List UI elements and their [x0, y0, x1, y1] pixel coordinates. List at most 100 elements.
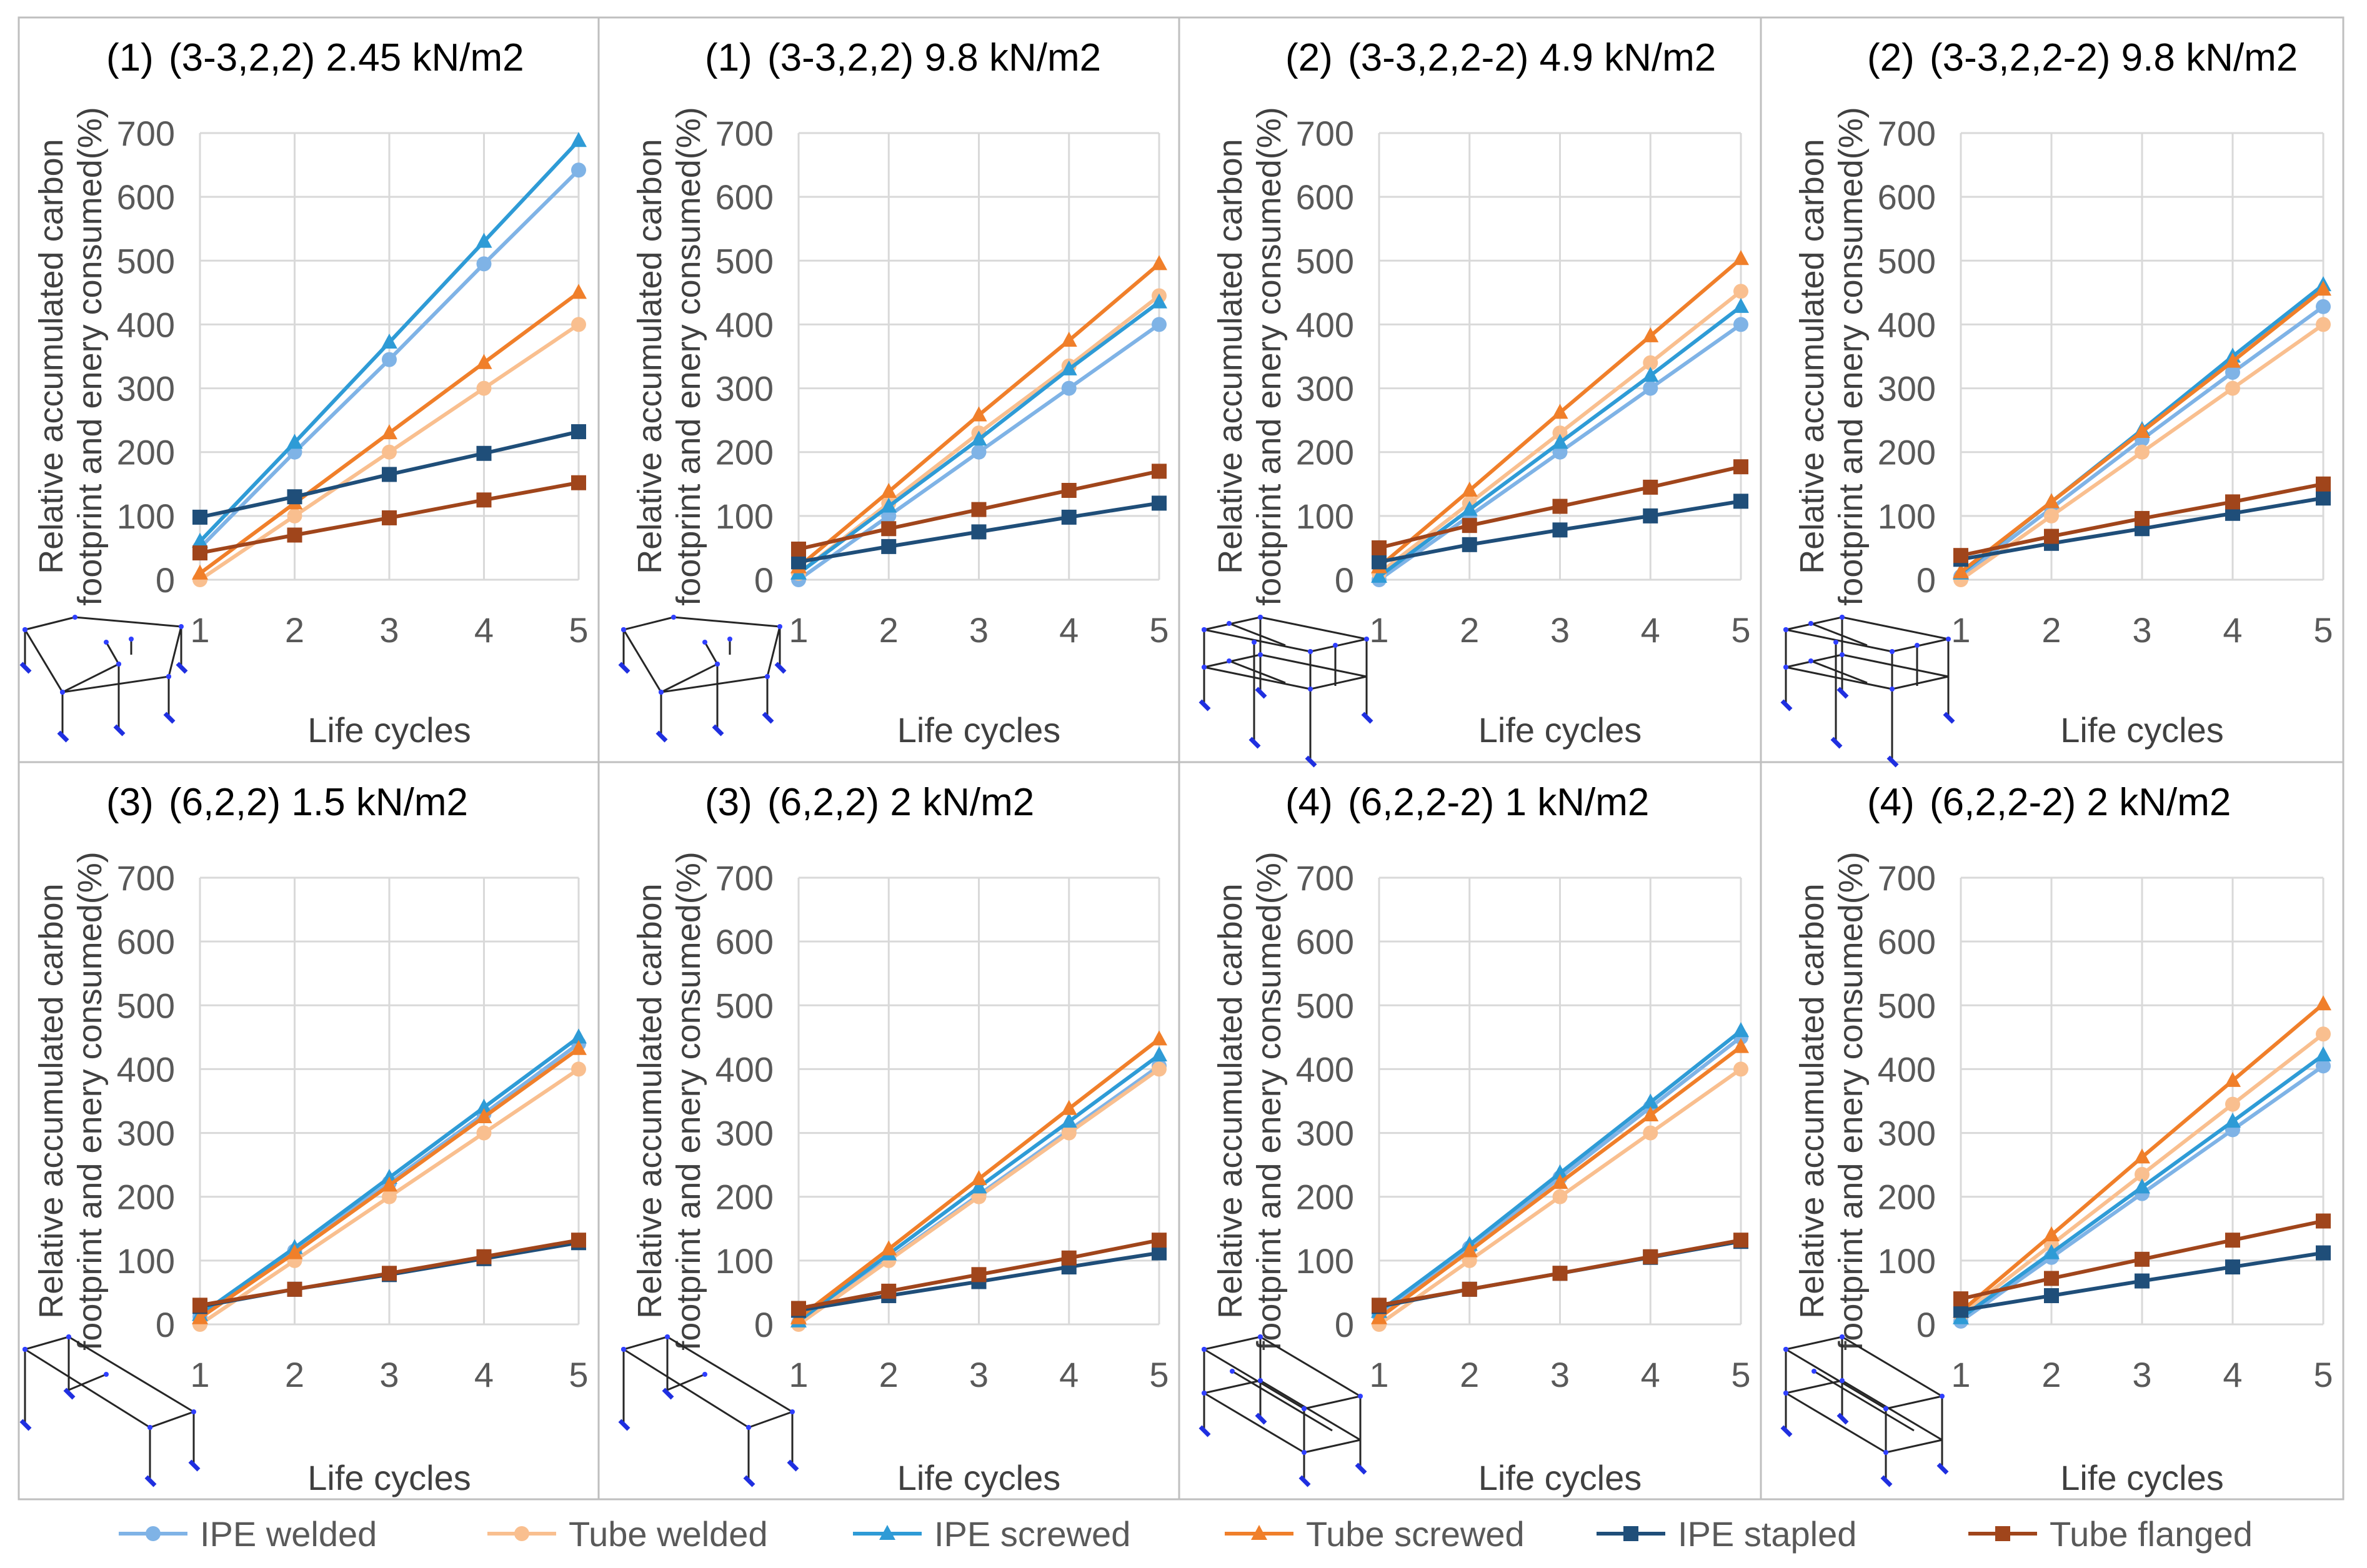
- legend-label-ipe-welded: IPE welded: [200, 1514, 377, 1554]
- point-ipe-screwed-5: [571, 132, 587, 147]
- structure-support-3: [1305, 755, 1317, 768]
- y-tick-label-0: 0: [156, 1305, 175, 1344]
- structure-member-5: [1785, 653, 1843, 668]
- structure-node-10: [702, 640, 707, 645]
- structure-support-5: [774, 662, 787, 674]
- structure-node-11: [1890, 649, 1895, 654]
- structure-support-1: [1198, 699, 1211, 712]
- x-tick-labels: 1 2 3 4 5: [789, 610, 1169, 650]
- structure-member-1: [1785, 1336, 1843, 1351]
- x-tick-label-1: 1: [1369, 610, 1388, 650]
- structure-member-3: [623, 1348, 749, 1429]
- structure-node-7: [621, 627, 626, 632]
- y-tick-label-200: 200: [1878, 433, 1936, 472]
- point-tube-screwed-4: [1642, 327, 1659, 342]
- point-tube-screwed-5: [1733, 1038, 1749, 1053]
- structure-node-6: [1840, 1378, 1845, 1383]
- chart-panel-3: (2) (3-3,2,2-2) 4.9 kN/m2 0 100 200 300 400 500…: [1198, 36, 1751, 768]
- point-tube-screwed-3: [2134, 423, 2150, 439]
- point-tube-flanged-2: [287, 527, 302, 543]
- x-tick-label-2: 2: [285, 610, 304, 650]
- series-tube-screwed: [1953, 280, 2331, 578]
- y-tick-label-200: 200: [1296, 1178, 1354, 1217]
- structure-member-2: [1841, 1336, 1943, 1397]
- point-tube-flanged-5: [1152, 464, 1167, 479]
- panel-title: (4) (6,2,2-2) 1 kN/m2: [1285, 781, 1649, 824]
- point-tube-flanged-3: [2135, 510, 2150, 526]
- y-tick-label-600: 600: [1878, 922, 1936, 961]
- structure-support-4: [1943, 712, 1955, 724]
- structure-node-12: [1946, 637, 1951, 642]
- y-tick-label-100: 100: [117, 1241, 175, 1281]
- structure-node-10: [1840, 1334, 1845, 1339]
- y-tick-label-500: 500: [1878, 241, 1936, 280]
- point-ipe-screwed-3: [970, 1178, 987, 1194]
- x-tick-label-3: 3: [379, 610, 399, 650]
- point-tube-flanged-2: [287, 1281, 302, 1297]
- structure-member-3: [1203, 628, 1311, 653]
- structure-member-10: [704, 642, 719, 665]
- series-tube-flanged: [192, 1233, 586, 1313]
- x-tick-label-5: 5: [1731, 1355, 1750, 1394]
- point-tube-screwed-1: [1371, 1309, 1387, 1324]
- point-tube-screwed-4: [2225, 352, 2241, 368]
- structure-node-7: [22, 627, 27, 632]
- chart-panel-5: (3) (6,2,2) 1.5 kN/m2 0 100 200 300 400 500 600 7…: [19, 781, 589, 1497]
- y-tick-label-700: 700: [1878, 858, 1936, 898]
- chart-panel-8: (4) (6,2,2-2) 2 kN/m2 0 100 200 300 400 500 600 7…: [1780, 781, 2333, 1497]
- structure-node-8: [147, 1425, 152, 1430]
- structure-member-5: [766, 626, 781, 677]
- structure-node-12: [1358, 1394, 1363, 1399]
- structure-member-2: [68, 1336, 194, 1413]
- point-ipe-welded-4: [2225, 365, 2240, 380]
- structure-support-4: [1936, 1462, 1949, 1475]
- structure-support-1: [1198, 1425, 1211, 1437]
- panel-id-label: (1): [106, 36, 154, 79]
- x-tick-labels: 1 2 3 4 5: [789, 1355, 1169, 1394]
- y-tick-label-500: 500: [1296, 241, 1354, 280]
- legend-swatch-marker-ipe-screwed: [879, 1525, 895, 1540]
- legend-swatch-marker-tube-flanged: [1995, 1526, 2010, 1541]
- panel-title: (1) (3-3,2,2) 2.45 kN/m2: [106, 36, 524, 79]
- structure-node-9: [1783, 1347, 1788, 1352]
- legend-item-ipe-stapled: IPE stapled: [1597, 1514, 1856, 1554]
- structure-member-4: [1885, 1395, 1943, 1410]
- structure-member-4: [149, 1411, 194, 1429]
- y-tick-label-600: 600: [1296, 922, 1354, 961]
- panel-id-label: (2): [1867, 36, 1915, 79]
- x-axis-title: Life cycles: [897, 1458, 1060, 1497]
- structure-node-7: [66, 1334, 71, 1339]
- point-ipe-screwed-4: [476, 232, 492, 248]
- point-ipe-screwed-4: [2225, 1113, 2241, 1128]
- point-tube-flanged-5: [1733, 459, 1748, 475]
- point-tube-flanged-2: [881, 521, 897, 537]
- series-tube-flanged: [791, 1233, 1167, 1316]
- legend-item-tube-screwed: Tube screwed: [1225, 1514, 1525, 1554]
- y-tick-label-500: 500: [715, 241, 774, 280]
- structure-icon: [19, 615, 188, 743]
- y-tick-label-100: 100: [715, 1241, 774, 1281]
- structure-icon: [618, 1334, 799, 1487]
- x-tick-label-5: 5: [569, 610, 588, 650]
- y-tick-label-400: 400: [1296, 1049, 1354, 1089]
- structure-node-9: [790, 1409, 795, 1414]
- y-tick-label-300: 300: [715, 369, 774, 409]
- y-axis-title-line1: Relative accumulated carbon: [1212, 139, 1249, 573]
- point-tube-screwed-1: [1953, 563, 1969, 578]
- point-tube-screwed-2: [880, 1240, 897, 1256]
- y-tick-label-700: 700: [1296, 858, 1354, 898]
- x-tick-label-3: 3: [1550, 610, 1570, 650]
- point-ipe-stapled-3: [382, 467, 397, 482]
- structure-member-1: [1785, 616, 1843, 631]
- structure-node-11: [116, 662, 121, 667]
- point-ipe-stapled-1: [791, 554, 806, 570]
- y-tick-label-100: 100: [1296, 1241, 1354, 1281]
- structure-member-4: [1891, 638, 1949, 653]
- panel-title-text: (3-3,2,2) 2.45 kN/m2: [169, 36, 524, 79]
- y-tick-label-100: 100: [1878, 497, 1936, 536]
- x-tick-label-5: 5: [1149, 1355, 1169, 1394]
- point-tube-flanged-4: [2225, 494, 2240, 510]
- panel-id-label: (1): [705, 36, 752, 79]
- structure-member-2: [1260, 1336, 1361, 1397]
